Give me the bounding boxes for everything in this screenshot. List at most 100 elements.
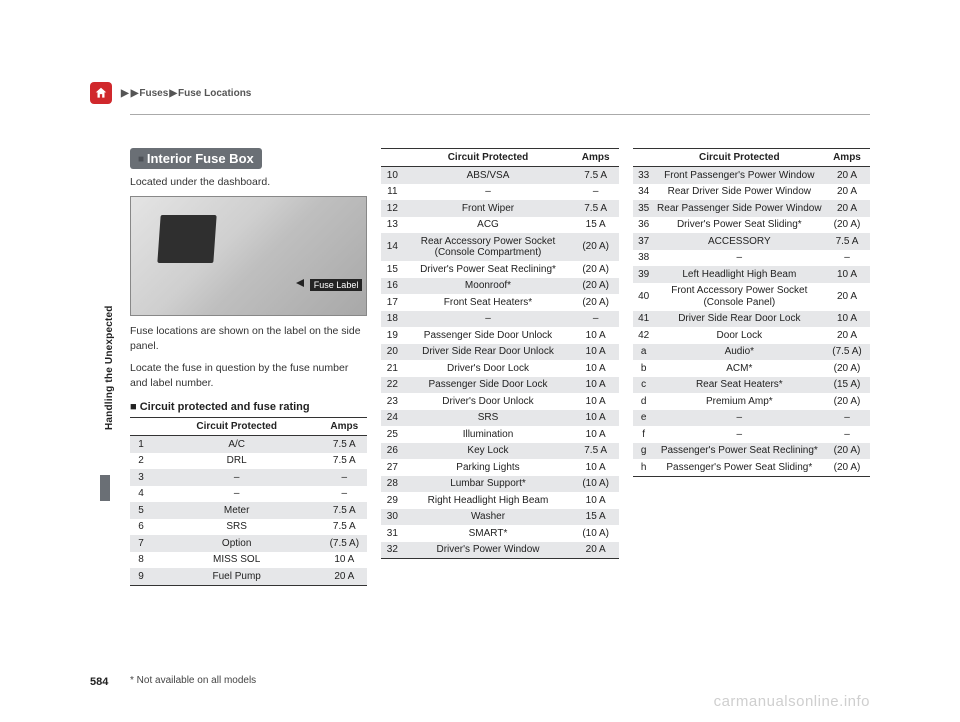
cell-circuit: Door Lock (655, 327, 824, 344)
cell-num: 8 (130, 552, 152, 569)
cell-amps: 10 A (573, 344, 619, 361)
cell-circuit: Driver's Door Unlock (403, 393, 572, 410)
cell-num: 36 (633, 217, 655, 234)
cell-circuit: Driver's Power Seat Reclining* (403, 261, 572, 278)
table-row: 16Moonroof*(20 A) (381, 278, 618, 295)
cell-circuit: SRS (403, 410, 572, 427)
cell-circuit: Fuel Pump (152, 568, 321, 585)
cell-num: 13 (381, 217, 403, 234)
table-row: 41Driver Side Rear Door Lock10 A (633, 311, 870, 328)
desc-text: Fuse locations are shown on the label on… (130, 324, 367, 354)
cell-circuit: SMART* (403, 525, 572, 542)
cell-amps: 15 A (573, 217, 619, 234)
cell-circuit: Rear Passenger Side Power Window (655, 200, 824, 217)
cell-circuit: Audio* (655, 344, 824, 361)
cell-circuit: Driver's Power Seat Sliding* (655, 217, 824, 234)
cell-num: 28 (381, 476, 403, 493)
cell-amps: 10 A (824, 266, 870, 283)
cell-amps: 10 A (824, 311, 870, 328)
table-row: 29Right Headlight High Beam10 A (381, 492, 618, 509)
cell-circuit: – (655, 250, 824, 267)
chevron-right-icon: ▶ (121, 88, 129, 99)
cell-amps: (20 A) (824, 393, 870, 410)
table-row: 1A/C7.5 A (130, 436, 367, 453)
cell-circuit: ACG (403, 217, 572, 234)
cell-amps: 10 A (573, 360, 619, 377)
page-number: 584 (90, 676, 108, 688)
home-icon[interactable] (90, 82, 112, 104)
fuse-table-2-body: 10ABS/VSA7.5 A11––12Front Wiper7.5 A13AC… (381, 167, 618, 559)
cell-num: 22 (381, 377, 403, 394)
cell-circuit: Driver Side Rear Door Unlock (403, 344, 572, 361)
cell-circuit: Front Wiper (403, 200, 572, 217)
table-row: 15Driver's Power Seat Reclining*(20 A) (381, 261, 618, 278)
content-columns: Interior Fuse Box Located under the dash… (130, 148, 870, 662)
cell-circuit: Front Passenger's Power Window (655, 167, 824, 184)
cell-amps: 7.5 A (573, 200, 619, 217)
cell-num: 24 (381, 410, 403, 427)
table-row: 24SRS10 A (381, 410, 618, 427)
cell-amps: 10 A (573, 426, 619, 443)
manual-page: ▶▶Fuses▶Fuse Locations Handling the Unex… (0, 0, 960, 722)
breadcrumb-item: Fuse Locations (178, 88, 251, 99)
fuse-table-2: Circuit Protected Amps 10ABS/VSA7.5 A11–… (381, 148, 618, 559)
cell-amps: 7.5 A (824, 233, 870, 250)
cell-num: 4 (130, 486, 152, 503)
cell-num: 42 (633, 327, 655, 344)
table-row: 32Driver's Power Window20 A (381, 542, 618, 559)
table-row: 2DRL7.5 A (130, 453, 367, 470)
cell-circuit: Washer (403, 509, 572, 526)
table-row: 34Rear Driver Side Power Window20 A (633, 184, 870, 201)
col-header-num (381, 149, 403, 167)
breadcrumb: ▶▶Fuses▶Fuse Locations (120, 88, 251, 99)
cell-circuit: Right Headlight High Beam (403, 492, 572, 509)
desc-text: Locate the fuse in question by the fuse … (130, 361, 367, 391)
cell-num: f (633, 426, 655, 443)
table-row: 23Driver's Door Unlock10 A (381, 393, 618, 410)
table-row: 6SRS7.5 A (130, 519, 367, 536)
fuse-table-3-body: 33Front Passenger's Power Window20 A34Re… (633, 167, 870, 477)
cell-num: 25 (381, 426, 403, 443)
cell-circuit: Moonroof* (403, 278, 572, 295)
cell-circuit: Passenger's Power Seat Reclining* (655, 443, 824, 460)
section-title: Interior Fuse Box (130, 148, 262, 169)
table-row: 11–– (381, 184, 618, 201)
cell-circuit: Front Accessory Power Socket (Console Pa… (655, 283, 824, 311)
table-row: 4–– (130, 486, 367, 503)
cell-circuit: Passenger Side Door Unlock (403, 327, 572, 344)
cell-amps: 20 A (824, 327, 870, 344)
table-row: 18–– (381, 311, 618, 328)
cell-num: 16 (381, 278, 403, 295)
cell-num: 19 (381, 327, 403, 344)
subheading: Circuit protected and fuse rating (130, 401, 367, 413)
table-row: 7Option(7.5 A) (130, 535, 367, 552)
cell-num: 27 (381, 459, 403, 476)
cell-num: 1 (130, 436, 152, 453)
table-row: 35Rear Passenger Side Power Window20 A (633, 200, 870, 217)
table-row: aAudio*(7.5 A) (633, 344, 870, 361)
cell-num: 17 (381, 294, 403, 311)
cell-circuit: SRS (152, 519, 321, 536)
cell-circuit: Rear Driver Side Power Window (655, 184, 824, 201)
cell-amps: – (573, 311, 619, 328)
cell-num: 10 (381, 167, 403, 184)
cell-amps: 20 A (824, 184, 870, 201)
cell-circuit: ACCESSORY (655, 233, 824, 250)
table-row: gPassenger's Power Seat Reclining*(20 A) (633, 443, 870, 460)
cell-num: d (633, 393, 655, 410)
cell-amps: (20 A) (573, 233, 619, 261)
table-row: 30Washer15 A (381, 509, 618, 526)
cell-amps: (20 A) (824, 459, 870, 476)
cell-circuit: Meter (152, 502, 321, 519)
cell-amps: 10 A (573, 410, 619, 427)
cell-num: c (633, 377, 655, 394)
table-row: 17Front Seat Heaters*(20 A) (381, 294, 618, 311)
cell-amps: 10 A (573, 327, 619, 344)
cell-circuit: – (655, 410, 824, 427)
table-row: 37ACCESSORY7.5 A (633, 233, 870, 250)
fuse-box-illustration: Fuse Label (130, 196, 367, 316)
cell-num: e (633, 410, 655, 427)
cell-num: 11 (381, 184, 403, 201)
cell-amps: (10 A) (573, 525, 619, 542)
divider (130, 114, 870, 115)
